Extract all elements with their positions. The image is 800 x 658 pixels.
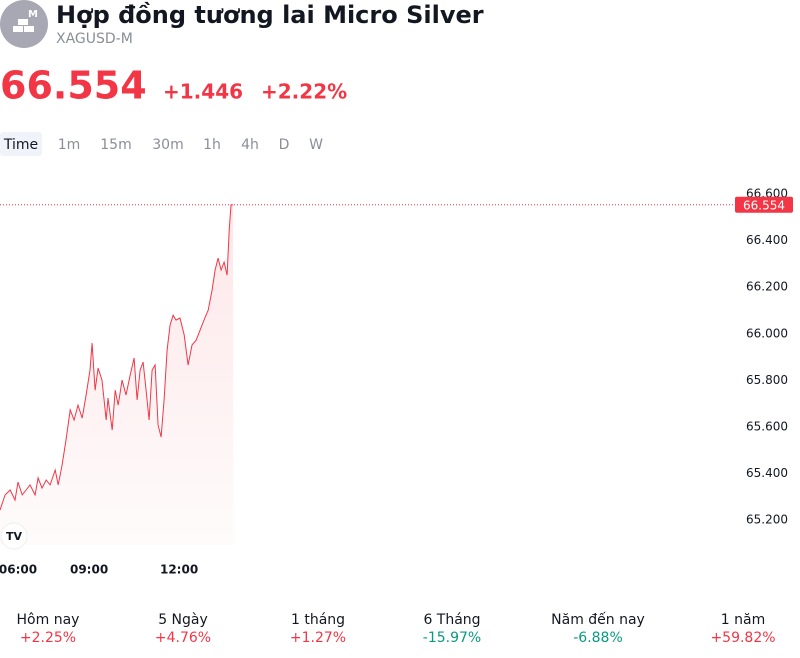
last-price-label: 66.554: [743, 198, 785, 212]
timeframe-tab[interactable]: 1m: [58, 137, 81, 153]
performance-label: 1 tháng: [291, 612, 345, 628]
timeframe-tab[interactable]: 4h: [241, 137, 259, 153]
change-percent: +2.22%: [261, 80, 347, 104]
performance-label: Năm đến nay: [551, 611, 645, 628]
performance-value: +1.27%: [290, 630, 346, 646]
y-tick-label: 65.800: [746, 373, 788, 387]
price: 66.554: [0, 64, 147, 108]
title: Hợp đồng tương lai Micro Silver: [56, 1, 484, 29]
tv-logo: TV: [0, 522, 28, 550]
performance-value: +4.76%: [155, 630, 211, 646]
y-tick-label: 65.200: [746, 513, 788, 527]
y-tick-label: 65.600: [746, 419, 788, 433]
performance-value: +59.82%: [710, 630, 775, 646]
price-line: [0, 204, 234, 511]
y-tick-label: 66.400: [746, 233, 788, 247]
performance-label: 5 Ngày: [158, 612, 208, 628]
svg-text:TV: TV: [6, 530, 23, 543]
performance: Hôm nay +2.25% 5 Ngày +4.76% 1 tháng +1.27% 6 …: [17, 611, 776, 646]
performance-label: 1 năm: [721, 612, 765, 628]
x-tick-label: 09:00: [70, 563, 108, 577]
x-tick-label: 06:00: [0, 563, 37, 577]
timeframe-tab[interactable]: D: [279, 137, 290, 153]
change: +1.446: [163, 80, 243, 104]
timeframe-tab[interactable]: 30m: [152, 137, 183, 153]
plot: 65.200 65.400 65.600 65.800 66.000 66.200 66.4…: [0, 187, 793, 577]
tab-active-bg: [0, 132, 42, 156]
performance-value: +2.25%: [20, 630, 76, 646]
y-tick-label: 66.000: [746, 326, 788, 340]
timeframe-tab[interactable]: Time: [3, 137, 38, 153]
performance-value: -15.97%: [423, 630, 481, 646]
y-tick-label: 66.200: [746, 280, 788, 294]
performance-label: Hôm nay: [17, 612, 80, 628]
x-tick-label: 12:00: [160, 563, 198, 577]
tabs: Time 1m 15m 30m 1h 4h D W: [3, 137, 323, 153]
svg-text:M: M: [28, 9, 38, 20]
performance-value: -6.88%: [573, 630, 623, 646]
performance-label: 6 Tháng: [423, 612, 480, 628]
symbol: XAGUSD-M: [56, 31, 133, 47]
timeframe-tab[interactable]: W: [309, 137, 323, 153]
area: [0, 204, 234, 546]
y-tick-label: 65.400: [746, 466, 788, 480]
timeframe-tab[interactable]: 1h: [203, 137, 221, 153]
last-price-box: [735, 196, 793, 213]
timeframe-tab[interactable]: 15m: [100, 137, 131, 153]
symbol-icon: M: [0, 0, 48, 48]
